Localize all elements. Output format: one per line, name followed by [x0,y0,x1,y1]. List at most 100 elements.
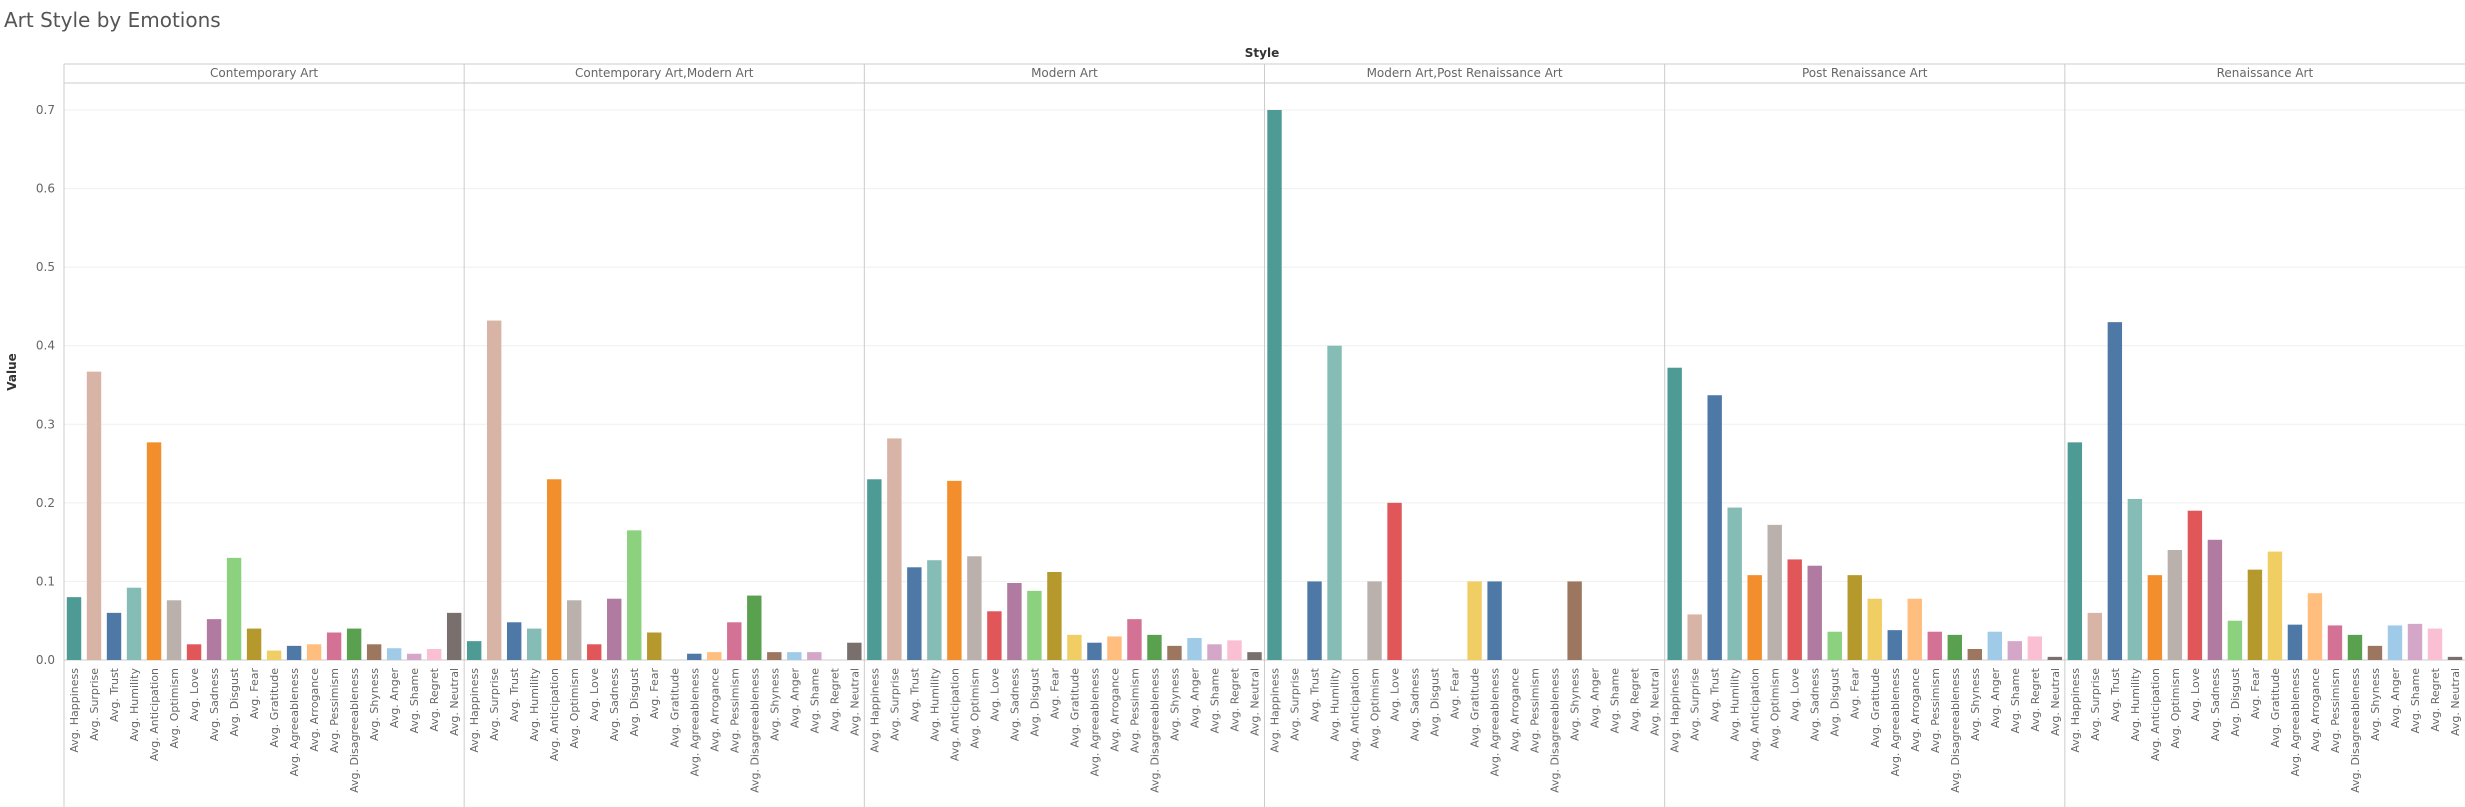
x-tick-label: Avg. Happiness [68,668,81,753]
bar [1947,634,1962,660]
bar [326,632,342,660]
x-tick-label: Avg. Arrogance [308,668,321,752]
x-tick-label: Avg. Pessimism [2329,668,2342,753]
x-tick-label: Avg. Optimism [968,668,981,749]
x-tick-label: Avg. Agreeableness [1489,668,1502,777]
x-tick-label: Avg. Optimism [168,668,181,749]
bar [406,653,422,660]
bar [2027,636,2043,660]
panel-header: Modern Art [1031,66,1098,80]
bar [366,644,382,660]
x-tick-label: Avg. Trust [508,667,521,722]
x-tick-label: Avg. Regret [1629,667,1642,731]
x-tick-label: Avg. Humility [2129,668,2142,742]
x-tick-label: Avg. Fear [1048,668,1061,720]
panel-frames [63,63,2465,807]
bar [2067,442,2083,660]
bar [1927,631,1942,660]
x-tick-label: Avg. Shame [1609,668,1622,734]
bar [927,560,942,660]
bar [567,600,582,660]
y-tick-label: 0.7 [36,103,55,117]
x-tick-label: Avg. Pessimism [328,668,341,753]
x-tick-label: Avg. Anticipation [948,668,961,761]
bar [506,622,522,660]
x-tick-label: Avg. Arrogance [708,668,721,752]
y-tick-label: 0.0 [36,653,55,667]
x-tick-label: Avg. Anger [788,668,801,729]
x-tick-label: Avg. Optimism [568,668,581,749]
x-tick-label: Avg. Love [988,668,1001,722]
bar [1387,502,1402,660]
x-tick-label: Avg. Anger [2389,668,2402,729]
x-tick-label: Avg. Sadness [1409,668,1422,742]
x-tick-label: Avg. Neutral [848,668,861,736]
bar [1227,640,1242,660]
panel-headers: Contemporary Art Contemporary Art,Modern … [210,66,2313,80]
bar [2347,634,2363,660]
bar [2187,510,2203,660]
x-tick-label: Avg. Surprise [1289,668,1302,741]
x-tick-label: Avg. Fear [648,668,661,720]
x-tick-label: Avg. Love [1789,668,1802,722]
panel-header: Renaissance Art [2217,66,2314,80]
x-tick-label: Avg. Shyness [1168,668,1181,741]
x-tick-label: Avg. Sadness [1008,668,1021,742]
x-tick-label: Avg. Happiness [1669,668,1682,753]
x-tick-label: Avg. Shyness [2369,668,2382,741]
x-tick-label: Avg. Neutral [1248,668,1261,736]
x-tick-label: Avg. Gratitude [1869,668,1882,748]
x-tick-label: Avg. Humility [928,668,941,742]
panel-header: Contemporary Art,Modern Art [575,66,754,80]
bar [146,442,162,660]
bar [787,652,802,660]
x-tick-label: Avg. Shame [808,668,821,734]
x-tick-label: Avg. Pessimism [1929,668,1942,753]
bar [547,479,562,660]
x-tick-label: Avg. Trust [108,667,121,722]
x-tick-label: Avg. Arrogance [1108,668,1121,752]
bar [2227,620,2243,660]
x-tick-label: Avg. Shyness [368,668,381,741]
bar [446,612,462,660]
x-tick-label: Avg. Disgust [2229,667,2242,736]
y-tick-label: 0.4 [36,339,55,353]
bar [466,641,482,660]
bar [106,612,122,660]
bars [66,110,2463,660]
x-tick-label: Avg. Happiness [868,668,881,753]
bar [887,438,902,660]
bar [2107,322,2123,660]
bar [2427,628,2443,660]
bar [2447,656,2463,660]
x-tick-label: Avg. Shame [408,668,421,734]
x-tick-label: Avg. Love [2189,668,2202,722]
x-tick-label: Avg. Neutral [1649,668,1662,736]
bar [1787,559,1802,660]
y-tick-label: 0.6 [36,182,55,196]
bar [2147,575,2163,660]
bar [1207,644,1222,660]
bar [486,320,502,660]
x-tick-label: Avg. Humility [1329,668,1342,742]
x-tick-label: Avg. Happiness [468,668,481,753]
x-tick-label: Avg. Anticipation [548,668,561,761]
x-tick-label: Avg. Disagreeableness [2349,668,2362,793]
bar [907,567,922,660]
x-tick-label: Avg. Trust [908,667,921,722]
x-tick-label: Avg. Regret [1228,667,1241,731]
bar [587,644,602,660]
x-tick-label: Avg. Fear [1449,668,1462,720]
x-tick-label: Avg. Pessimism [728,668,741,753]
x-tick-label: Avg. Humility [528,668,541,742]
bar [226,557,242,660]
x-tick-label: Avg. Optimism [1369,668,1382,749]
x-tick-label: Avg. Love [188,668,201,722]
bar [707,652,722,660]
bar [1767,524,1782,660]
bar [186,644,202,660]
bar [286,645,302,660]
bar [1267,110,1282,660]
x-tick-label: Avg. Regret [428,667,441,731]
bar [1487,581,1502,660]
